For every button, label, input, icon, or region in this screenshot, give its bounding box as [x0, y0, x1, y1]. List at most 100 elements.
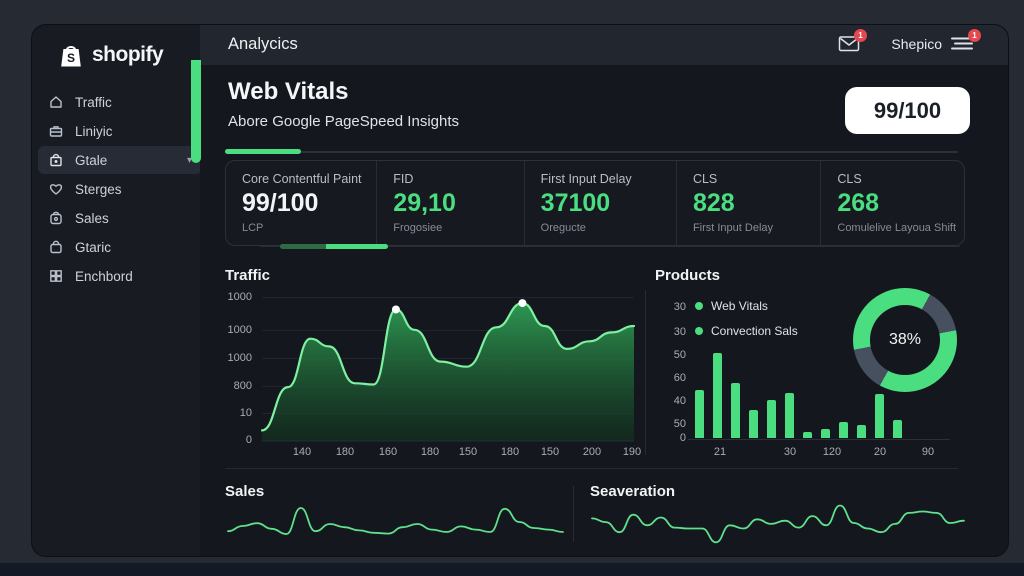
x-tick: 90 — [921, 446, 935, 458]
product-bar — [839, 422, 848, 438]
metric-value: 37100 — [540, 189, 611, 217]
panel-divider — [645, 290, 646, 455]
metric-card-fid[interactable]: FID 29,10 Frogosiee — [376, 161, 523, 245]
metrics-progress-bright-segment — [326, 244, 388, 249]
mail-icon — [838, 36, 860, 52]
page-subtitle: Abore Google PageSpeed Insights — [228, 113, 459, 130]
product-bar — [713, 353, 722, 438]
x-tick: 150 — [458, 446, 478, 458]
x-tick: 20 — [873, 446, 887, 458]
svg-text:S: S — [67, 51, 75, 65]
mail-badge: 1 — [854, 29, 867, 42]
app-window: S shopify Traffic Liniyic Gtale ▾ Sterge… — [32, 25, 1008, 556]
metric-value: 99/100 — [242, 189, 319, 217]
subtitle-progress-track — [225, 151, 958, 153]
metric-label: First Input Delay — [540, 172, 632, 186]
menu-badge: 1 — [968, 29, 981, 42]
products-bars — [695, 353, 927, 438]
mail-button[interactable]: 1 — [838, 29, 867, 58]
metric-sublabel: First Input Delay — [692, 222, 774, 234]
metric-label: CLS — [692, 172, 718, 186]
metric-value: 828 — [692, 189, 735, 217]
products-chart-title: Products — [655, 267, 721, 284]
x-tick: 180 — [500, 446, 520, 458]
gridline — [262, 297, 634, 298]
bottom-strip — [0, 563, 1024, 576]
brand-name: shopify — [92, 43, 164, 66]
sales-plot — [227, 507, 564, 535]
sidebar-item-label: Liniyic — [75, 123, 113, 139]
home-icon — [50, 96, 62, 108]
metric-label: Core Contentful Paint — [242, 172, 362, 186]
metric-card-cls-2[interactable]: CLS 268 Comulelive Layoua Shift — [820, 161, 964, 245]
y-tick: 30 — [673, 301, 686, 313]
account-name[interactable]: Shepico — [891, 36, 942, 52]
sidebar-nav: Traffic Liniyic Gtale ▾ Sterges Sales — [32, 83, 202, 295]
x-tick: 21 — [713, 446, 727, 458]
y-tick: 800 — [233, 380, 252, 392]
y-tick: 30 — [673, 326, 686, 338]
metric-card-cls-1[interactable]: CLS 828 First Input Delay — [675, 161, 820, 245]
metric-label: CLS — [837, 172, 862, 186]
data-point-marker — [518, 299, 527, 308]
sidebar-item-sterges[interactable]: Sterges — [38, 175, 194, 203]
x-tick: 160 — [378, 446, 398, 458]
product-bar — [695, 390, 704, 438]
x-tick: 140 — [292, 446, 312, 458]
donut-center-label: 38% — [870, 305, 940, 375]
metric-value: 268 — [837, 189, 880, 217]
metric-value: 29,10 — [393, 189, 456, 217]
metrics-progress-dark-segment — [280, 244, 326, 249]
sidebar-item-enchbord[interactable]: Enchbord — [38, 262, 194, 290]
metric-sublabel: Frogosiee — [393, 222, 443, 234]
product-bar — [803, 432, 812, 438]
x-tick: 180 — [335, 446, 355, 458]
shopify-logo[interactable]: S shopify — [32, 25, 200, 83]
product-bar — [767, 400, 776, 438]
green-accent-bar — [191, 60, 201, 163]
sidebar-item-label: Gtale — [75, 152, 108, 168]
y-tick: 1000 — [227, 324, 252, 336]
bag-icon — [50, 240, 62, 254]
x-tick: 190 — [622, 446, 642, 458]
metric-cards: Core Contentful Paint 99/100 LCP FID 29,… — [225, 160, 965, 246]
legend-dot-icon — [695, 327, 703, 335]
sidebar-item-label: Sterges — [75, 181, 122, 197]
x-tick: 120 — [822, 446, 842, 458]
metric-card-lcp[interactable]: Core Contentful Paint 99/100 LCP — [226, 161, 376, 245]
y-tick: 50 — [673, 349, 686, 361]
legend-item-convection-sals[interactable]: Convection Sals — [695, 324, 798, 338]
product-bar — [875, 394, 884, 438]
metrics-progress-track — [260, 246, 960, 247]
product-bar — [821, 429, 830, 438]
grid-icon — [50, 270, 62, 282]
menu-button[interactable]: 1 — [950, 29, 981, 58]
bag-circle-icon — [50, 211, 62, 225]
product-bar — [785, 393, 794, 438]
heart-icon — [49, 184, 63, 195]
metric-sublabel: Oregucte — [540, 222, 586, 234]
y-tick: 0 — [679, 432, 686, 444]
y-tick: 10 — [239, 407, 252, 419]
bars-baseline — [688, 439, 950, 440]
metric-card-first-input-delay[interactable]: First Input Delay 37100 Oregucte — [523, 161, 676, 245]
seaveration-chart-title: Seaveration — [590, 483, 676, 500]
legend-item-web-vitals[interactable]: Web Vitals — [695, 299, 768, 313]
sidebar-item-gtale[interactable]: Gtale ▾ — [38, 146, 202, 174]
product-bar — [857, 425, 866, 438]
briefcase-icon — [49, 126, 63, 137]
sidebar: S shopify Traffic Liniyic Gtale ▾ Sterge… — [32, 25, 202, 556]
sidebar-item-liniyic[interactable]: Liniyic — [38, 117, 194, 145]
sidebar-item-gtaric[interactable]: Gtaric — [38, 233, 194, 261]
sidebar-item-traffic[interactable]: Traffic — [38, 88, 194, 116]
sidebar-item-sales[interactable]: Sales — [38, 204, 194, 232]
y-tick: 1000 — [227, 352, 252, 364]
metric-sublabel: LCP — [242, 222, 264, 234]
y-tick: 0 — [245, 434, 252, 446]
traffic-chart-title: Traffic — [225, 267, 271, 284]
legend-dot-icon — [695, 302, 703, 310]
sidebar-item-label: Sales — [75, 210, 109, 226]
shopify-bag-icon: S — [61, 45, 81, 67]
gridline — [262, 330, 634, 331]
x-tick: 30 — [783, 446, 797, 458]
